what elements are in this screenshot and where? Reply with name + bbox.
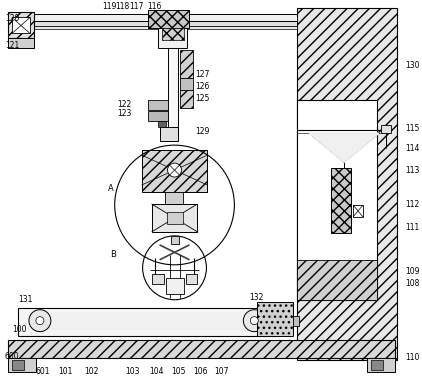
Text: 108: 108 bbox=[405, 279, 419, 288]
Bar bbox=[179, 50, 193, 78]
Bar bbox=[40, 312, 254, 330]
Text: 104: 104 bbox=[150, 367, 164, 376]
Text: 126: 126 bbox=[195, 82, 210, 91]
Bar bbox=[148, 11, 189, 28]
Bar bbox=[297, 9, 397, 360]
Bar bbox=[148, 111, 168, 121]
Circle shape bbox=[36, 317, 44, 324]
Text: 115: 115 bbox=[405, 124, 419, 133]
Bar bbox=[170, 236, 179, 244]
Bar bbox=[179, 90, 193, 108]
Bar bbox=[297, 260, 377, 300]
Bar bbox=[30, 27, 297, 29]
Bar bbox=[8, 39, 34, 48]
Text: 601: 601 bbox=[36, 367, 50, 376]
Circle shape bbox=[243, 310, 265, 332]
Text: 118: 118 bbox=[116, 2, 130, 11]
Bar bbox=[8, 340, 395, 358]
Text: 600: 600 bbox=[5, 352, 19, 361]
Text: 111: 111 bbox=[405, 223, 419, 232]
Polygon shape bbox=[309, 133, 379, 162]
Text: 109: 109 bbox=[405, 267, 419, 276]
Text: B: B bbox=[110, 250, 116, 259]
Bar bbox=[157, 121, 165, 127]
Bar bbox=[165, 192, 182, 204]
Text: 127: 127 bbox=[195, 70, 210, 79]
Text: 113: 113 bbox=[405, 166, 419, 175]
Text: 100: 100 bbox=[12, 325, 27, 334]
Bar bbox=[142, 150, 208, 192]
Text: 112: 112 bbox=[405, 200, 419, 209]
Circle shape bbox=[168, 163, 181, 177]
Text: 114: 114 bbox=[405, 144, 419, 152]
Text: 107: 107 bbox=[214, 367, 229, 376]
Bar bbox=[8, 358, 36, 372]
Bar bbox=[12, 360, 24, 370]
Text: 119: 119 bbox=[102, 2, 116, 11]
Circle shape bbox=[29, 310, 51, 332]
Text: 103: 103 bbox=[126, 367, 140, 376]
Text: 131: 131 bbox=[18, 295, 32, 304]
Text: 129: 129 bbox=[195, 127, 210, 136]
Text: 132: 132 bbox=[249, 293, 264, 302]
Bar bbox=[165, 278, 184, 294]
Circle shape bbox=[250, 317, 258, 324]
Bar bbox=[12, 18, 30, 34]
Text: 105: 105 bbox=[171, 367, 186, 376]
Bar bbox=[257, 302, 293, 336]
Text: 117: 117 bbox=[130, 2, 144, 11]
Bar bbox=[179, 78, 193, 90]
Bar bbox=[371, 360, 383, 370]
Bar bbox=[151, 204, 197, 232]
Bar bbox=[168, 48, 178, 138]
Text: 116: 116 bbox=[148, 2, 162, 11]
Bar bbox=[18, 308, 275, 336]
Bar bbox=[186, 274, 197, 284]
Bar bbox=[297, 100, 377, 300]
Bar bbox=[367, 358, 395, 372]
Bar bbox=[353, 205, 363, 217]
Text: 102: 102 bbox=[84, 367, 98, 376]
Text: 122: 122 bbox=[118, 100, 132, 109]
Text: 120: 120 bbox=[5, 14, 19, 23]
Text: A: A bbox=[108, 184, 114, 193]
Bar bbox=[8, 12, 34, 39]
Bar bbox=[293, 316, 299, 326]
Bar bbox=[331, 168, 351, 233]
Bar bbox=[157, 28, 187, 48]
Text: 130: 130 bbox=[405, 61, 419, 70]
Bar bbox=[160, 127, 178, 141]
Bar bbox=[30, 14, 297, 21]
Bar bbox=[381, 125, 391, 133]
Bar bbox=[148, 100, 168, 110]
Text: 123: 123 bbox=[118, 109, 132, 118]
Text: 125: 125 bbox=[195, 94, 210, 103]
Bar bbox=[167, 212, 182, 224]
Text: 121: 121 bbox=[5, 41, 19, 50]
Text: 110: 110 bbox=[405, 353, 419, 362]
Text: 101: 101 bbox=[58, 367, 72, 376]
Bar bbox=[151, 274, 164, 284]
Text: 106: 106 bbox=[193, 367, 208, 376]
Bar bbox=[30, 21, 297, 27]
Bar bbox=[162, 28, 184, 41]
